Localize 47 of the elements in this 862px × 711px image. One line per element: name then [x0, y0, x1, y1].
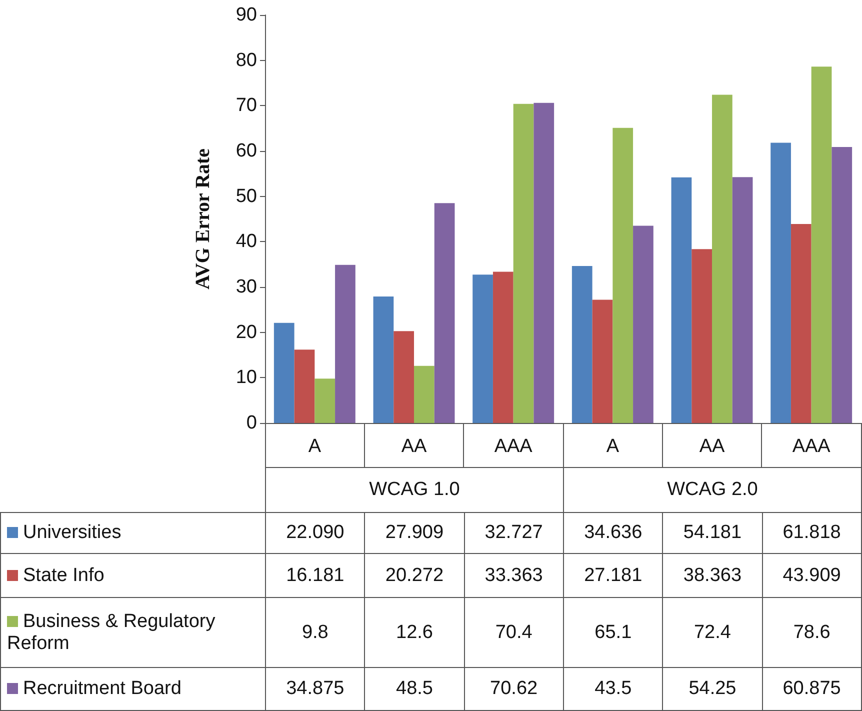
y-tick-label: 30 — [236, 276, 257, 298]
data-label: 54.181 — [662, 512, 762, 554]
data-label: 27.909 — [364, 512, 464, 554]
legend-label: Universities — [0, 512, 266, 554]
data-label: 48.5 — [364, 668, 464, 710]
y-axis-title: AVG Error Rate — [192, 148, 214, 290]
y-tick-label: 40 — [236, 231, 257, 252]
data-label: 43.909 — [762, 554, 862, 598]
data-label: 43.5 — [563, 668, 663, 710]
data-label: 78.6 — [762, 598, 862, 668]
legend-label: State Info — [0, 554, 266, 598]
data-label: 70.4 — [464, 598, 564, 668]
y-tick-label: 60 — [236, 140, 257, 162]
x-tick-label: A — [308, 436, 322, 457]
data-label: 65.1 — [563, 598, 663, 668]
x-tick-label: AAA — [494, 436, 533, 457]
y-tick-label: 90 — [236, 4, 257, 26]
data-label: 16.181 — [266, 554, 365, 598]
data-label: 61.818 — [762, 512, 862, 554]
data-label: 32.727 — [464, 512, 564, 554]
data-label: 34.636 — [563, 512, 663, 554]
data-label: 27.181 — [563, 554, 663, 598]
data-label: 38.363 — [662, 554, 762, 598]
x-tick-label: A — [606, 436, 620, 457]
data-label: 70.62 — [464, 668, 564, 710]
data-label: 72.4 — [662, 598, 762, 668]
text: WCAG 2.0 — [563, 468, 862, 512]
legend-label: Recruitment Board — [0, 668, 266, 710]
data-label: 9.8 — [266, 598, 365, 668]
data-label: 20.272 — [364, 554, 464, 598]
data-label: 22.090 — [266, 512, 365, 554]
legend-label: Business & Regulatory Reform — [0, 598, 266, 668]
data-label: 33.363 — [464, 554, 564, 598]
y-tick-label: 20 — [236, 322, 257, 343]
data-label: 54.25 — [662, 668, 762, 710]
data-label: 12.6 — [364, 598, 464, 668]
x-tick-label: AAA — [792, 436, 831, 457]
x-tick-label: AA — [401, 436, 427, 457]
text: WCAG 1.0 — [266, 468, 564, 512]
data-label: 34.875 — [266, 668, 365, 710]
y-tick-label: 50 — [236, 186, 257, 207]
y-tick-label: 0 — [246, 412, 257, 434]
data-label: 60.875 — [762, 668, 862, 710]
y-tick-label: 10 — [236, 367, 257, 388]
x-tick-label: AA — [699, 436, 725, 457]
y-tick-label: 80 — [236, 50, 257, 71]
y-tick-label: 70 — [236, 95, 257, 116]
